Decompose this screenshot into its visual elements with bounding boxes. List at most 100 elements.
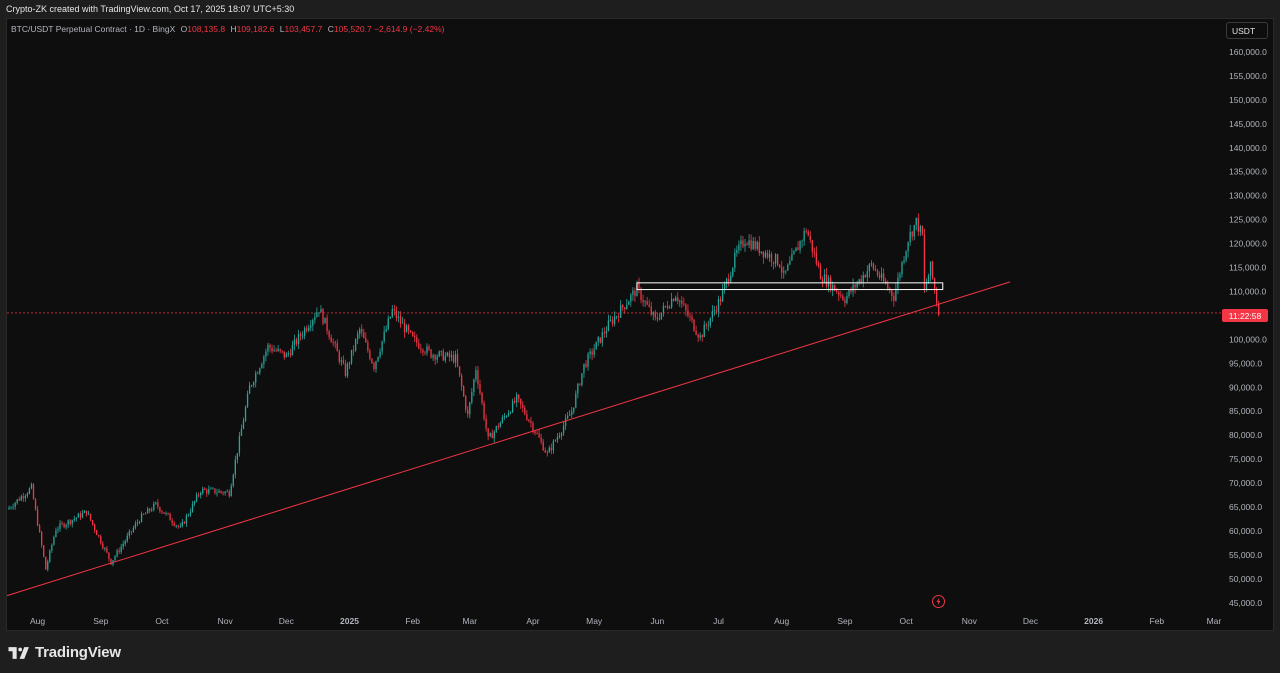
candle-body	[756, 242, 758, 249]
candle-body	[59, 523, 61, 529]
candle-body	[132, 527, 135, 532]
candle-body	[420, 348, 422, 350]
candle-body	[173, 523, 175, 526]
candle-body	[444, 355, 446, 361]
candle-body	[732, 267, 734, 276]
candle-body	[654, 312, 656, 318]
candle-body	[365, 338, 367, 343]
candle-body	[310, 325, 312, 328]
candle-body	[805, 230, 807, 232]
candle-body	[361, 329, 363, 333]
candle-body	[493, 431, 495, 439]
candle-body	[923, 234, 926, 290]
candle-body	[324, 317, 326, 324]
candle-body	[214, 488, 216, 494]
price-tick-label: 95,000.0	[1229, 358, 1262, 368]
candle-body	[120, 546, 122, 553]
chart-pane[interactable]	[6, 18, 1274, 631]
candle-body	[83, 510, 86, 513]
candle-body	[562, 425, 565, 434]
candle-body	[762, 251, 765, 258]
candle-body	[483, 402, 485, 419]
candle-body	[393, 309, 396, 311]
candle-body	[32, 484, 35, 500]
candle-body	[267, 344, 269, 352]
time-tick-label: Feb	[1150, 616, 1165, 626]
candle-body	[925, 283, 928, 290]
price-tick-label: 80,000.0	[1229, 430, 1262, 440]
currency-unit-button[interactable]: USDT	[1226, 22, 1268, 39]
candle-body	[138, 521, 141, 523]
last-price-countdown-tag: 11:22:58	[1222, 309, 1268, 322]
candle-body	[479, 383, 481, 393]
price-chart[interactable]: 160,000.0 155,000.0 150,000.0 145,000.0 140,…	[0, 0, 1280, 631]
lightning-icon[interactable]	[932, 595, 945, 608]
price-tick-label: 50,000.0	[1229, 574, 1262, 584]
candle-body	[193, 501, 196, 504]
candle-body	[326, 317, 328, 332]
candle-body	[200, 492, 202, 496]
candle-body	[811, 240, 813, 252]
candle-body	[69, 520, 71, 524]
candle-body	[57, 528, 59, 531]
high-label: H	[230, 24, 237, 34]
candle-body	[573, 407, 575, 412]
candle-body	[187, 514, 190, 516]
candle-body	[157, 502, 159, 508]
candle-body	[597, 337, 599, 342]
candle-body	[715, 310, 718, 312]
candle-body	[534, 431, 536, 434]
candle-body	[791, 253, 793, 261]
price-tick-label: 140,000.0	[1229, 143, 1267, 153]
time-tick-label: Sep	[93, 616, 108, 626]
candle-body	[208, 489, 210, 494]
candle-body	[670, 298, 673, 308]
candle-body	[611, 319, 614, 324]
tradingview-logo[interactable]: TradingView	[8, 644, 121, 661]
candle-body	[153, 503, 155, 511]
candle-body	[829, 277, 832, 291]
candle-body	[770, 253, 773, 262]
candle-body	[487, 428, 489, 437]
candle-body	[318, 312, 320, 314]
candle-body	[758, 242, 760, 253]
candle-body	[807, 231, 809, 236]
candle-body	[450, 355, 453, 358]
candle-body	[397, 316, 400, 318]
candle-body	[181, 521, 183, 527]
candle-body	[560, 433, 563, 436]
candle-body	[204, 488, 206, 490]
price-tick-label: 155,000.0	[1229, 71, 1267, 81]
candle-body	[242, 420, 245, 429]
candle-body	[224, 491, 226, 494]
candle-body	[169, 513, 171, 521]
candle-body	[395, 310, 398, 318]
candle-body	[501, 417, 504, 423]
candle-body	[878, 275, 881, 278]
candle-body	[61, 523, 63, 525]
candle-body	[617, 316, 620, 318]
time-tick-label: Nov	[218, 616, 234, 626]
candle-body	[469, 402, 471, 415]
candle-body	[652, 312, 654, 315]
candle-body	[705, 324, 707, 326]
symbol-legend: BTC/USDT Perpetual Contract · 1D · BingX…	[11, 24, 445, 34]
candle-body	[699, 335, 701, 338]
candle-body	[642, 300, 644, 303]
candle-body	[593, 349, 595, 355]
candle-body	[721, 289, 724, 302]
candle-body	[799, 241, 801, 251]
candle-body	[226, 491, 228, 493]
candle-body	[691, 316, 693, 320]
candle-body	[434, 355, 436, 360]
candle-body	[893, 295, 895, 301]
candle-body	[752, 241, 754, 250]
candle-body	[848, 289, 850, 297]
candle-body	[509, 412, 512, 414]
candle-body	[385, 328, 387, 332]
candle-body	[864, 275, 866, 278]
candle-body	[552, 440, 555, 451]
price-tick-label: 160,000.0	[1229, 47, 1267, 57]
candle-body	[165, 512, 167, 514]
candle-body	[130, 531, 133, 533]
